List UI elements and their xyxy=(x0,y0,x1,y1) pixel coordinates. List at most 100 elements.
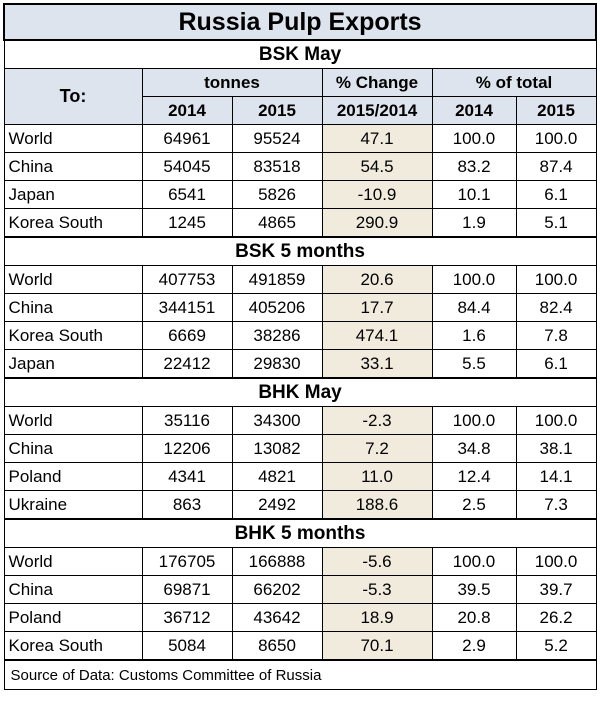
share-2014-cell: 1.6 xyxy=(431,321,517,350)
share-2015-cell: 7.8 xyxy=(515,321,597,350)
table-row: Japan 22412 29830 33.1 5.5 6.1 xyxy=(3,349,597,379)
country-cell: China xyxy=(3,575,143,604)
share-2015-cell: 100.0 xyxy=(515,265,597,294)
table-row: World 176705 166888 -5.6 100.0 100.0 xyxy=(3,547,597,576)
table-row: Japan 6541 5826 -10.9 10.1 6.1 xyxy=(3,180,597,209)
table-row: Korea South 1245 4865 290.9 1.9 5.1 xyxy=(3,208,597,238)
tonnes-2015-cell: 5826 xyxy=(231,180,323,209)
table-row: World 64961 95524 47.1 100.0 100.0 xyxy=(3,124,597,153)
change-cell: 18.9 xyxy=(321,603,433,632)
table-row: World 35116 34300 -2.3 100.0 100.0 xyxy=(3,406,597,435)
share-2014-cell: 100.0 xyxy=(431,406,517,435)
section-title: BSK May xyxy=(3,39,597,69)
country-cell: Japan xyxy=(3,349,143,379)
share-2015-cell: 5.1 xyxy=(515,208,597,238)
country-cell: Poland xyxy=(3,462,143,491)
change-cell: 11.0 xyxy=(321,462,433,491)
share-2015-cell: 38.1 xyxy=(515,434,597,463)
tonnes-2015-cell: 83518 xyxy=(231,152,323,181)
share-2014-cell: 34.8 xyxy=(431,434,517,463)
country-cell: World xyxy=(3,124,143,153)
change-cell: -2.3 xyxy=(321,406,433,435)
change-cell: 54.5 xyxy=(321,152,433,181)
tonnes-2015-cell: 8650 xyxy=(231,631,323,661)
tonnes-2015-cell: 34300 xyxy=(231,406,323,435)
tonnes-2014-cell: 344151 xyxy=(141,293,233,322)
tonnes-2014-cell: 176705 xyxy=(141,547,233,576)
header-change-period: 2015/2014 xyxy=(321,96,433,125)
tonnes-2014-cell: 35116 xyxy=(141,406,233,435)
header-year-2015: 2015 xyxy=(515,96,597,125)
section-title: BSK 5 months xyxy=(3,236,597,266)
share-2014-cell: 100.0 xyxy=(431,265,517,294)
header-tonnes: tonnes xyxy=(141,68,323,97)
pulp-exports-table-container: Russia Pulp Exports BSK May To: tonnes% Ch… xyxy=(2,3,598,690)
change-cell: 47.1 xyxy=(321,124,433,153)
country-cell: Korea South xyxy=(3,321,143,350)
country-cell: World xyxy=(3,265,143,294)
tonnes-2014-cell: 69871 xyxy=(141,575,233,604)
share-2015-cell: 5.2 xyxy=(515,631,597,661)
tonnes-2014-cell: 64961 xyxy=(141,124,233,153)
change-cell: 70.1 xyxy=(321,631,433,661)
tonnes-2015-cell: 4821 xyxy=(231,462,323,491)
table-row: Ukraine 863 2492 188.6 2.5 7.3 xyxy=(3,490,597,520)
change-cell: 33.1 xyxy=(321,349,433,379)
share-2015-cell: 82.4 xyxy=(515,293,597,322)
tonnes-2014-cell: 1245 xyxy=(141,208,233,238)
country-cell: China xyxy=(3,434,143,463)
source-note: Source of Data: Customs Committee of Rus… xyxy=(3,659,597,690)
tonnes-2014-cell: 4341 xyxy=(141,462,233,491)
share-2015-cell: 26.2 xyxy=(515,603,597,632)
share-2014-cell: 20.8 xyxy=(431,603,517,632)
table-row: Poland 4341 4821 11.0 12.4 14.1 xyxy=(3,462,597,491)
change-cell: 188.6 xyxy=(321,490,433,520)
share-2015-cell: 7.3 xyxy=(515,490,597,520)
change-cell: -5.6 xyxy=(321,547,433,576)
country-cell: China xyxy=(3,152,143,181)
tonnes-2015-cell: 29830 xyxy=(231,349,323,379)
pulp-exports-table: Russia Pulp Exports BSK May To: tonnes% Ch… xyxy=(2,3,598,690)
table-row: China 344151 405206 17.7 84.4 82.4 xyxy=(3,293,597,322)
tonnes-2015-cell: 166888 xyxy=(231,547,323,576)
tonnes-2014-cell: 407753 xyxy=(141,265,233,294)
share-2015-cell: 87.4 xyxy=(515,152,597,181)
header-row: 2014 2015 2015/2014 2014 2015 xyxy=(4,96,597,125)
tonnes-2015-cell: 2492 xyxy=(231,490,323,520)
table-row: Korea South 6669 38286 474.1 1.6 7.8 xyxy=(3,321,597,350)
header-year-2015: 2015 xyxy=(231,96,323,125)
header-year-2014: 2014 xyxy=(141,96,233,125)
tonnes-2015-cell: 43642 xyxy=(231,603,323,632)
change-cell: 20.6 xyxy=(321,265,433,294)
share-2015-cell: 100.0 xyxy=(515,547,597,576)
change-cell: 474.1 xyxy=(321,321,433,350)
tonnes-2014-cell: 36712 xyxy=(141,603,233,632)
section-row: BHK May xyxy=(3,377,597,407)
share-2015-cell: 6.1 xyxy=(515,180,597,209)
share-2014-cell: 100.0 xyxy=(431,124,517,153)
tonnes-2014-cell: 22412 xyxy=(141,349,233,379)
share-2015-cell: 39.7 xyxy=(515,575,597,604)
share-2014-cell: 2.5 xyxy=(431,490,517,520)
share-2015-cell: 100.0 xyxy=(515,406,597,435)
header-year-2014: 2014 xyxy=(431,96,517,125)
section-title: BHK 5 months xyxy=(3,518,597,548)
country-cell: Poland xyxy=(3,603,143,632)
section-row: BHK 5 months xyxy=(3,518,597,548)
share-2014-cell: 5.5 xyxy=(431,349,517,379)
country-cell: Korea South xyxy=(3,208,143,238)
share-2014-cell: 100.0 xyxy=(431,547,517,576)
section-row: BSK May xyxy=(3,39,597,69)
header-to: To: xyxy=(3,68,143,125)
change-cell: 7.2 xyxy=(321,434,433,463)
tonnes-2015-cell: 13082 xyxy=(231,434,323,463)
section-title: BHK May xyxy=(3,377,597,407)
table-title: Russia Pulp Exports xyxy=(2,3,598,41)
header-row: To: tonnes% Change% of total xyxy=(3,68,597,125)
change-cell: -10.9 xyxy=(321,180,433,209)
tonnes-2014-cell: 863 xyxy=(141,490,233,520)
share-2014-cell: 84.4 xyxy=(431,293,517,322)
tonnes-2015-cell: 405206 xyxy=(231,293,323,322)
country-cell: Japan xyxy=(3,180,143,209)
tonnes-2015-cell: 491859 xyxy=(231,265,323,294)
